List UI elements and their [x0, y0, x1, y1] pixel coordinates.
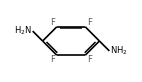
Text: H$_2$N: H$_2$N — [14, 25, 32, 37]
Text: F: F — [50, 55, 55, 64]
Text: F: F — [50, 18, 55, 27]
Text: F: F — [87, 55, 92, 64]
Text: NH$_2$: NH$_2$ — [110, 45, 128, 57]
Text: F: F — [87, 18, 92, 27]
